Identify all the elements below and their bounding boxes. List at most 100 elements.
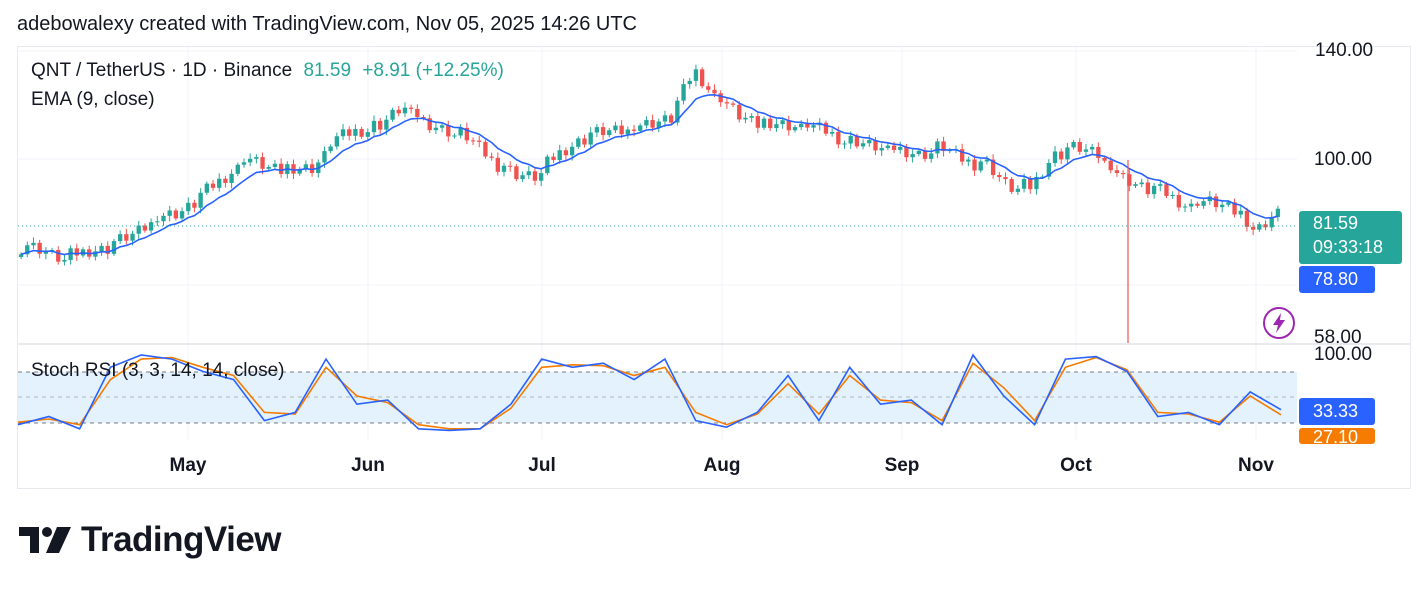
candle-body [1201, 201, 1206, 206]
candle-body [594, 127, 600, 133]
candle-body [167, 210, 172, 216]
candlestick-series [18, 64, 1281, 266]
candle-body [669, 115, 674, 123]
stoch-rsi-d-line [17, 356, 1282, 430]
candle-body [1195, 203, 1200, 206]
candle-body [1009, 179, 1014, 192]
lightning-alert-icon[interactable] [1262, 306, 1296, 340]
candle-body [1077, 142, 1082, 152]
month-label-oct: Oct [1060, 455, 1092, 476]
candle-body [1170, 195, 1175, 197]
candle-body [1028, 178, 1033, 190]
candle-body [972, 159, 977, 171]
candle-body [136, 225, 141, 234]
candle-body [508, 165, 513, 167]
chart-frame[interactable] [17, 46, 1411, 489]
candle-body [74, 248, 79, 256]
legend-last: 81.59 [303, 60, 352, 81]
candle-body [1207, 196, 1212, 202]
candle-body [439, 125, 445, 128]
candle-body [811, 125, 816, 128]
candle-body [229, 173, 234, 183]
candle-body [1189, 203, 1194, 207]
candle-body [1232, 202, 1237, 215]
candle-body [1052, 151, 1058, 164]
candle-body [718, 93, 723, 103]
candle-body [978, 161, 983, 171]
header-caption: adebowalexy created with TradingView.com… [17, 13, 637, 35]
candle-body [514, 166, 519, 180]
legend-symbol: QNT / TetherUS · 1D · Binance [31, 60, 293, 81]
candle-body [1250, 226, 1256, 230]
candle-body [161, 215, 166, 222]
candle-body [390, 109, 395, 120]
candle-body [470, 140, 476, 142]
candle-body [25, 245, 30, 255]
candle-body [904, 147, 909, 158]
candle-body [613, 125, 618, 131]
candle-body [353, 128, 358, 136]
candle-body [681, 84, 686, 101]
candle-body [427, 118, 432, 131]
candle-body [1158, 184, 1163, 186]
candle-body [1096, 146, 1101, 158]
candle-body [155, 221, 160, 223]
candle-body [1065, 147, 1070, 160]
candle-body [984, 159, 990, 162]
candle-body [117, 234, 123, 242]
candle-body [588, 132, 593, 145]
price-tick-100: 100.00 [1314, 149, 1373, 170]
candle-body [780, 120, 785, 125]
candle-body [712, 89, 717, 94]
candle-body [328, 146, 333, 152]
candle-body [43, 251, 49, 254]
candle-body [879, 148, 884, 151]
candle-body [384, 119, 389, 130]
candle-body [644, 120, 649, 126]
candle-body [1034, 176, 1039, 190]
candle-body [935, 141, 940, 154]
candle-body [68, 248, 73, 260]
candle-body [31, 242, 36, 246]
legend-rsi: Stoch RSI (3, 3, 14, 14, close) [31, 360, 285, 381]
price-tick-140: 140.00 [1315, 40, 1374, 61]
candle-body [625, 129, 630, 135]
candle-body [1120, 173, 1126, 175]
candle-body [483, 141, 488, 157]
candle-body [638, 125, 643, 131]
candle-body [675, 100, 680, 123]
candle-body [959, 149, 965, 162]
candle-body [210, 183, 216, 188]
month-label-sep: Sep [884, 455, 920, 476]
candle-body [186, 202, 191, 212]
candle-body [266, 166, 271, 169]
candle-body [867, 140, 872, 144]
candle-body [1220, 204, 1225, 208]
candle-body [111, 241, 117, 254]
candle-body [860, 143, 866, 147]
candle-body [1275, 208, 1281, 217]
candle-body [489, 156, 494, 158]
candle-body [1003, 177, 1008, 180]
month-label-may: May [169, 455, 207, 476]
candle-body [545, 156, 550, 174]
candle-body [415, 108, 420, 117]
candle-body [619, 125, 624, 135]
candle-body [408, 107, 414, 109]
stoch-rsi-k-line [17, 353, 1282, 432]
last-price-value: 81.59 [1313, 213, 1359, 233]
candle-body [687, 80, 692, 85]
candle-body [929, 153, 934, 159]
ema-line [20, 93, 1279, 256]
candle-body [322, 151, 327, 163]
candle-body [477, 140, 482, 142]
tradingview-logo[interactable]: TradingView [19, 520, 282, 560]
candle-body [1139, 182, 1144, 185]
candle-body [1213, 196, 1219, 208]
candle-body [1127, 174, 1132, 186]
candle-body [18, 254, 24, 258]
tradingview-logo-icon [19, 527, 71, 553]
candle-body [873, 140, 878, 151]
candle-body [842, 143, 847, 145]
